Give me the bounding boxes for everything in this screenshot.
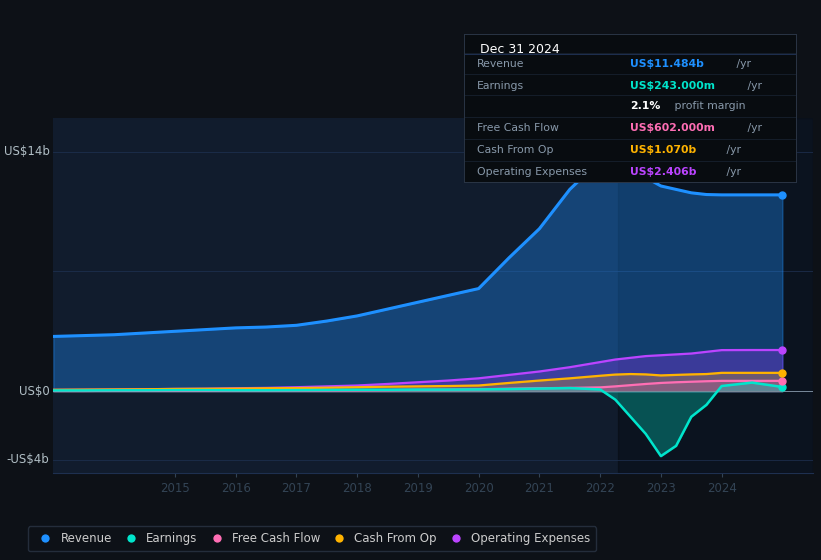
- Text: /yr: /yr: [744, 81, 762, 91]
- Text: /yr: /yr: [722, 145, 741, 155]
- Text: Operating Expenses: Operating Expenses: [477, 167, 587, 178]
- Text: /yr: /yr: [733, 59, 751, 69]
- Text: profit margin: profit margin: [672, 101, 745, 110]
- Text: Cash From Op: Cash From Op: [477, 145, 553, 155]
- Text: US$602.000m: US$602.000m: [631, 123, 715, 133]
- Text: US$14b: US$14b: [3, 145, 49, 158]
- Bar: [618, 118, 813, 473]
- Legend: Revenue, Earnings, Free Cash Flow, Cash From Op, Operating Expenses: Revenue, Earnings, Free Cash Flow, Cash …: [28, 526, 596, 551]
- Text: US$0: US$0: [19, 385, 49, 398]
- Text: US$2.406b: US$2.406b: [631, 167, 696, 178]
- Text: Free Cash Flow: Free Cash Flow: [477, 123, 559, 133]
- Text: 2.1%: 2.1%: [631, 101, 660, 110]
- Text: Revenue: Revenue: [477, 59, 525, 69]
- Text: /yr: /yr: [722, 167, 741, 178]
- Text: US$1.070b: US$1.070b: [631, 145, 696, 155]
- Text: Earnings: Earnings: [477, 81, 525, 91]
- Text: US$243.000m: US$243.000m: [631, 81, 715, 91]
- Text: -US$4b: -US$4b: [7, 453, 49, 466]
- Text: US$11.484b: US$11.484b: [631, 59, 704, 69]
- Text: Dec 31 2024: Dec 31 2024: [480, 43, 560, 55]
- Text: /yr: /yr: [744, 123, 762, 133]
